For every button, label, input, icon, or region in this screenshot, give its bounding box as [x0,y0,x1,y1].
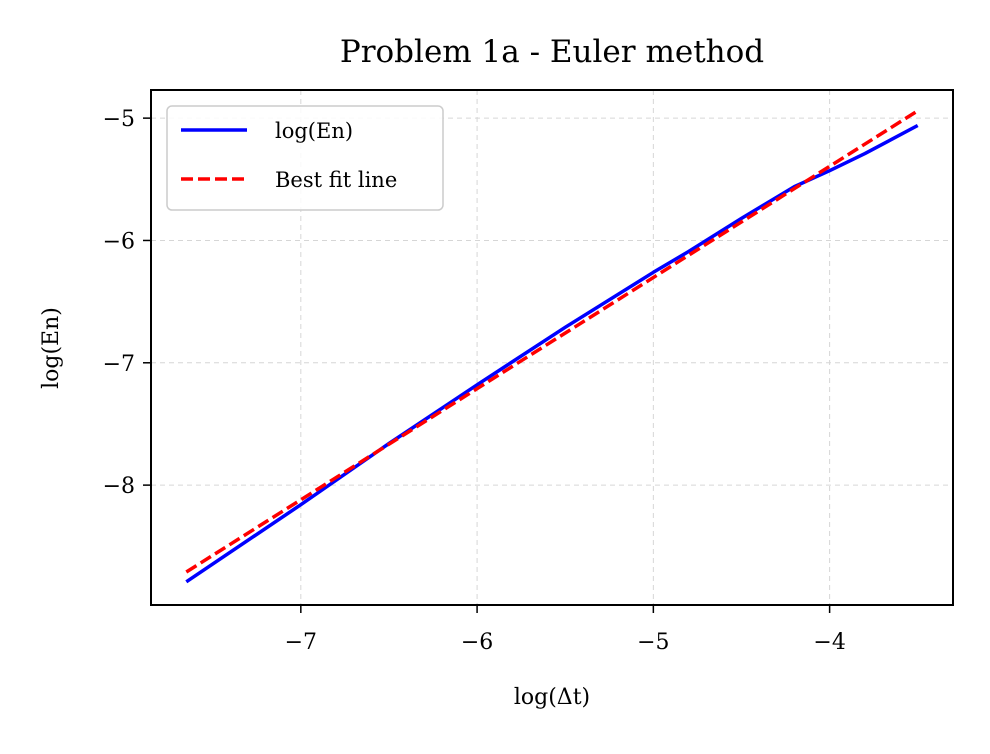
legend: log(En) Best fit line [166,105,444,211]
x-tick-label: −6 [461,630,493,655]
y-tick-label: −7 [103,352,135,377]
series-layer [185,109,919,584]
y-axis-label: log(En) [39,307,64,389]
plot-frame [150,89,954,606]
series-line-best-fit-line [185,109,919,574]
legend-box [166,105,444,211]
chart-title: Problem 1a - Euler method [340,34,764,70]
y-tick-label: −5 [103,107,135,132]
x-axis: −7 −6 −5 −4 [285,605,846,655]
legend-label-best-fit: Best fit line [275,168,397,192]
y-tick-label: −6 [103,229,135,254]
y-axis: −5 −6 −7 −8 [103,107,151,499]
x-tick-label: −4 [813,630,845,655]
x-tick-label: −7 [285,630,317,655]
legend-label-log-en: log(En) [275,119,353,143]
y-tick-label: −8 [103,474,135,499]
x-tick-label: −5 [637,630,669,655]
x-axis-label: log(Δt) [514,685,590,710]
